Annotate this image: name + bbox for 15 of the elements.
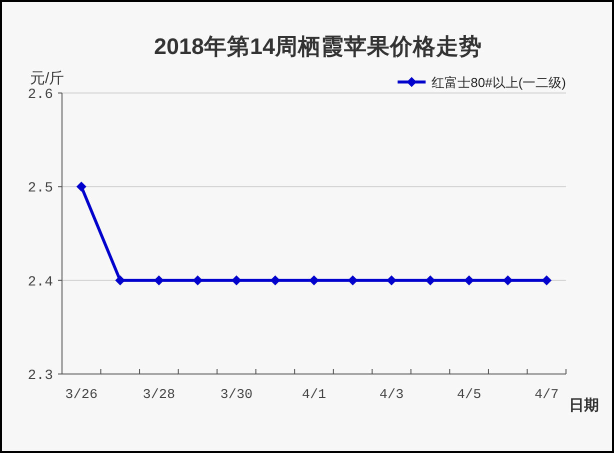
y-axis-title: 元/斤 (30, 70, 64, 87)
y-tick-label: 2.6 (28, 87, 53, 103)
y-tick-label: 2.5 (28, 180, 53, 197)
title: 2018年第14周栖霞苹果价格走势 (154, 34, 482, 59)
x-tick-label: 3/26 (65, 388, 98, 403)
x-tick-label: 3/28 (142, 388, 176, 403)
x-tick-label: 4/5 (456, 388, 482, 403)
y-tick-label: 2.4 (28, 274, 53, 290)
x-tick-label: 4/1 (302, 388, 326, 403)
x-tick-label: 4/3 (379, 388, 404, 403)
x-axis-title: 日期 (569, 397, 599, 414)
x-tick-label: 4/7 (534, 388, 559, 403)
x-tick-label: 3/30 (220, 388, 253, 403)
y-tick-label: 2.3 (28, 368, 53, 384)
legend-label: 红富士80#以上(一二级) (432, 75, 566, 90)
